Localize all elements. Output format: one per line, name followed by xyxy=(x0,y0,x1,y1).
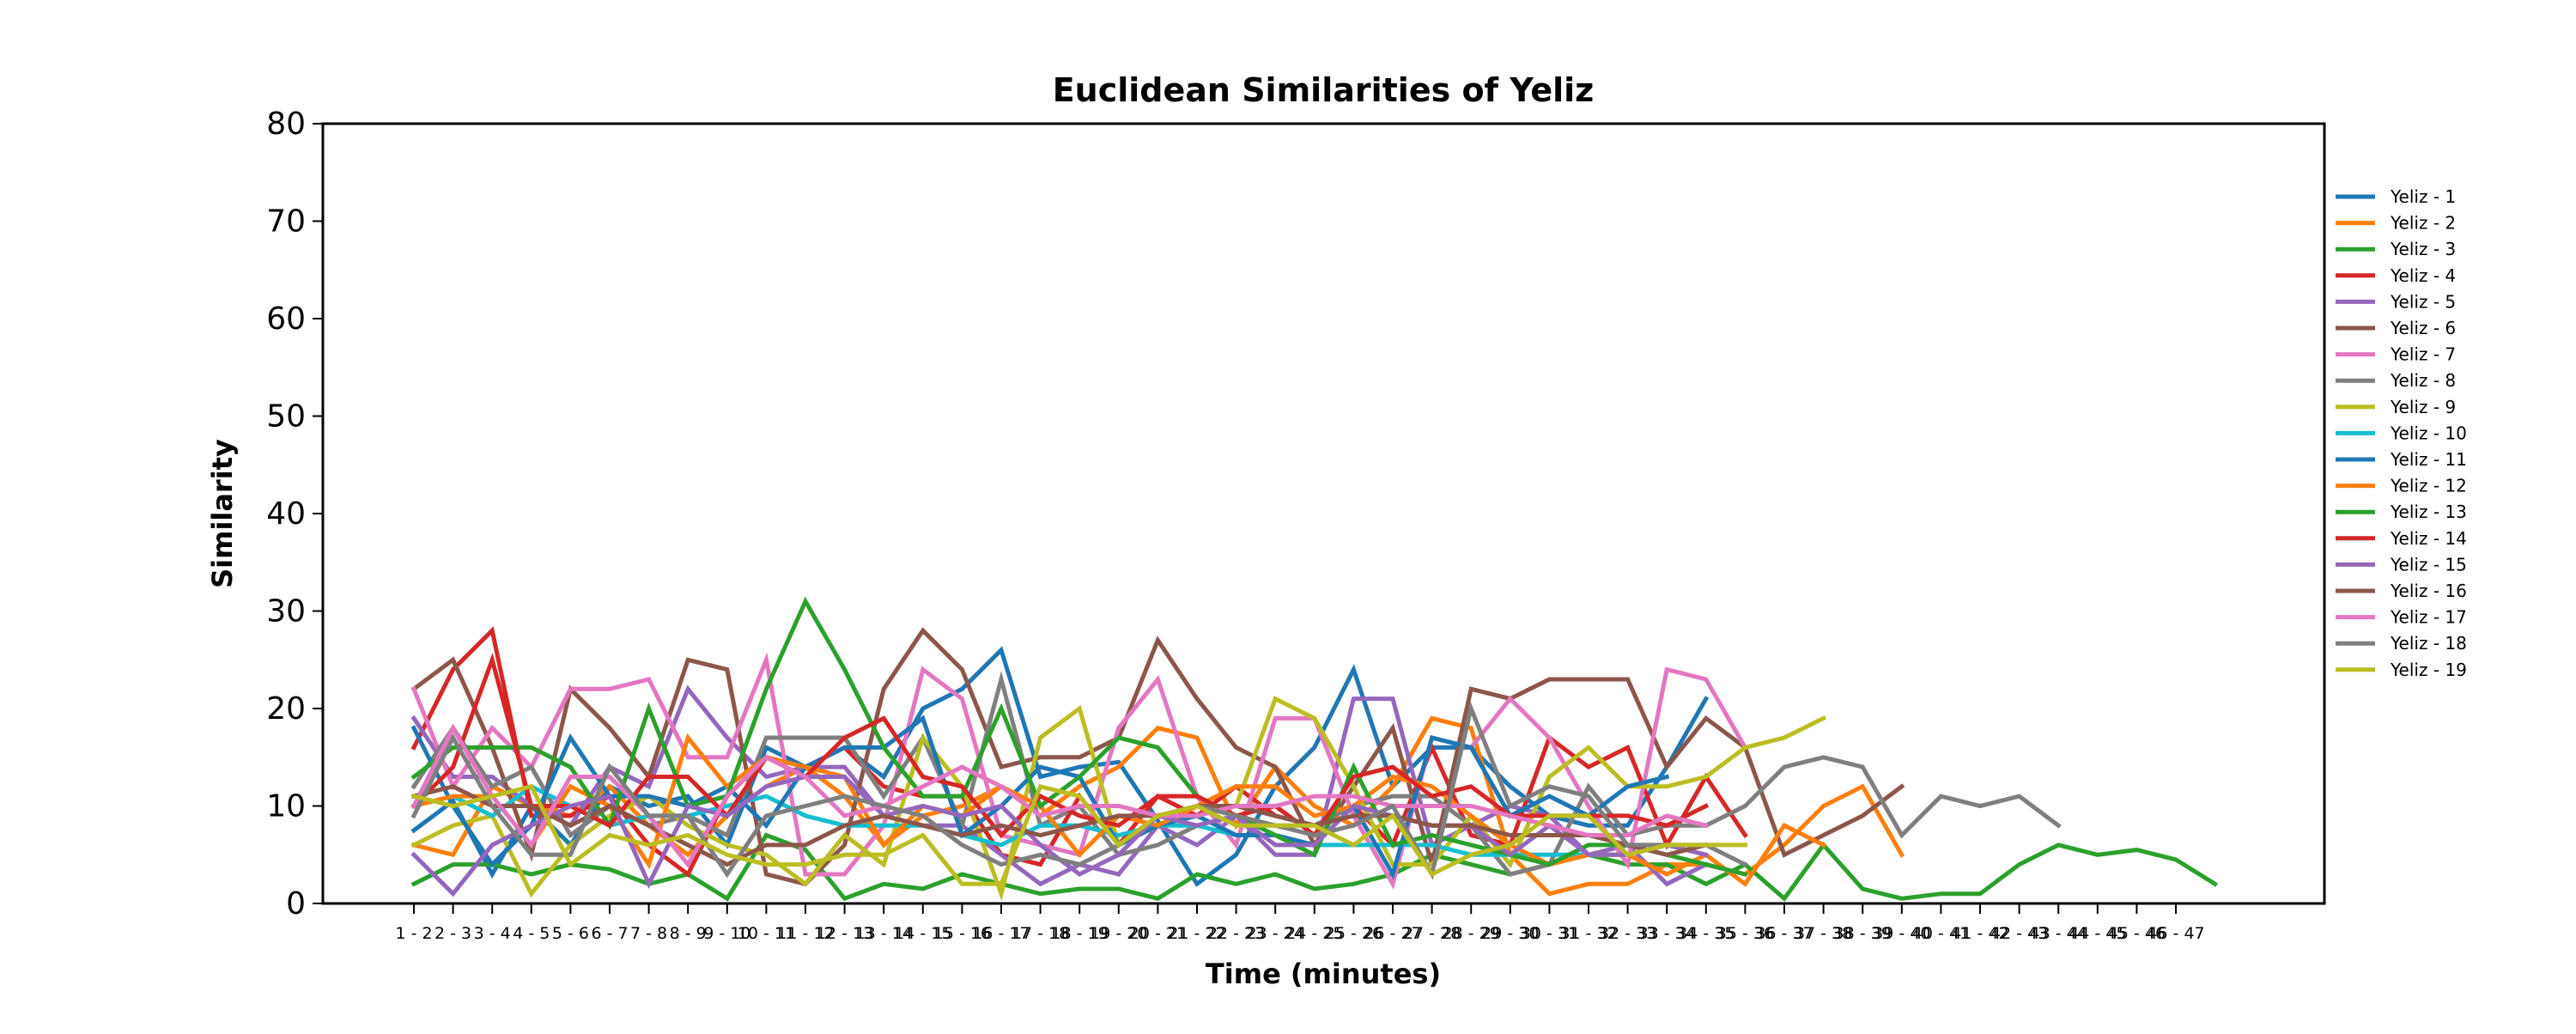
legend-label: Yeliz - 7 xyxy=(2390,344,2456,365)
legend-label: Yeliz - 4 xyxy=(2390,265,2456,286)
x-tick-label: 25 - 26 xyxy=(1325,924,1382,943)
x-tick-label: 43 - 44 xyxy=(2030,924,2087,943)
legend-label: Yeliz - 10 xyxy=(2390,423,2467,443)
legend-label: Yeliz - 11 xyxy=(2390,449,2467,470)
legend-label: Yeliz - 18 xyxy=(2390,633,2467,654)
x-tick-label: 9 - 10 xyxy=(703,924,750,943)
legend-label: Yeliz - 13 xyxy=(2390,502,2467,522)
x-tick-label: 1 - 2 xyxy=(395,924,432,943)
x-tick-label: 35 - 36 xyxy=(1716,924,1774,943)
series-line-3 xyxy=(410,832,2219,902)
x-tick-label: 46 - 47 xyxy=(2147,924,2204,943)
x-tick-label: 45 - 46 xyxy=(2108,924,2166,943)
x-tick-label: 17 - 18 xyxy=(1012,924,1069,943)
x-tick-label: 2 - 3 xyxy=(434,924,471,943)
x-tick-label: 39 - 40 xyxy=(1873,924,1930,943)
x-tick-label: 12 - 13 xyxy=(816,924,873,943)
series-line-19 xyxy=(410,783,1747,886)
x-tick-label: 37 - 38 xyxy=(1795,924,1852,943)
legend-label: Yeliz - 16 xyxy=(2390,581,2467,601)
x-tick-label: 30 - 31 xyxy=(1521,924,1578,943)
y-tick-label: 30 xyxy=(266,594,306,630)
x-tick-label: 11 - 12 xyxy=(776,924,834,943)
y-tick-label: 50 xyxy=(266,399,306,435)
legend-label: Yeliz - 15 xyxy=(2390,554,2467,575)
x-tick-label: 31 - 32 xyxy=(1559,924,1617,943)
x-tick-label: 28 - 29 xyxy=(1443,924,1500,943)
x-tick-label: 18 - 19 xyxy=(1051,924,1109,943)
x-tick-label: 23 - 24 xyxy=(1247,924,1304,943)
x-tick-label: 13 - 14 xyxy=(855,924,913,943)
x-tick-label: 19 - 20 xyxy=(1090,924,1147,943)
chart-title: Euclidean Similarities of Yeliz xyxy=(1053,71,1595,109)
x-tick-label: 16 - 17 xyxy=(972,924,1030,943)
x-tick-label: 27 - 28 xyxy=(1403,924,1461,943)
legend-label: Yeliz - 19 xyxy=(2390,660,2467,680)
x-tick-label: 4 - 5 xyxy=(513,924,550,943)
legend-label: Yeliz - 5 xyxy=(2390,291,2456,312)
x-tick-label: 22 - 23 xyxy=(1207,924,1265,943)
x-tick-label: 44 - 45 xyxy=(2069,924,2126,943)
x-tick-label: 34 - 35 xyxy=(1677,924,1735,943)
x-tick-label: 40 - 41 xyxy=(1912,924,1970,943)
y-tick-label: 10 xyxy=(266,789,306,824)
series-line-11 xyxy=(410,715,1670,880)
x-tick-label: 6 - 7 xyxy=(591,924,628,943)
legend-label: Yeliz - 14 xyxy=(2390,528,2467,549)
x-tick-label: 29 - 30 xyxy=(1481,924,1539,943)
x-tick-label: 32 - 33 xyxy=(1599,924,1656,943)
x-tick-label: 26 - 27 xyxy=(1364,924,1421,943)
x-tick-label: 24 - 25 xyxy=(1285,924,1343,943)
x-tick-label: 10 - 11 xyxy=(738,924,795,943)
y-tick-label: 80 xyxy=(266,106,306,142)
legend-label: Yeliz - 6 xyxy=(2390,318,2456,338)
series-line-13 xyxy=(410,596,1748,878)
series-line-5 xyxy=(410,684,1710,887)
x-axis-label: Time (minutes) xyxy=(1206,958,1441,990)
x-tick-label: 20 - 21 xyxy=(1129,924,1187,943)
x-tick-label: 38 - 39 xyxy=(1834,924,1892,943)
legend: Yeliz - 1 Yeliz - 2 Yeliz - 3 Yeliz - 4 Yeli… xyxy=(2336,186,2467,680)
y-tick-label: 0 xyxy=(286,886,306,921)
y-tick-label: 70 xyxy=(266,204,306,240)
x-tick-label: 5 - 6 xyxy=(552,924,589,943)
x-tick-label: 41 - 42 xyxy=(1951,924,2008,943)
series-layer xyxy=(410,596,2219,902)
legend-label: Yeliz - 2 xyxy=(2390,213,2456,234)
series-line-17 xyxy=(410,723,1709,869)
legend-label: Yeliz - 3 xyxy=(2390,239,2456,259)
x-tick-label: 33 - 34 xyxy=(1638,924,1696,943)
y-tick-label: 20 xyxy=(266,691,306,727)
x-tick-label: 42 - 43 xyxy=(1990,924,2048,943)
x-tick-label: 15 - 16 xyxy=(933,924,991,943)
legend-label: Yeliz - 1 xyxy=(2390,186,2456,207)
y-tick-label: 60 xyxy=(266,301,306,337)
x-tick-label: 7 - 8 xyxy=(630,924,667,943)
legend-label: Yeliz - 12 xyxy=(2390,476,2467,496)
x-tick-label: 36 - 37 xyxy=(1755,924,1813,943)
legend-label: Yeliz - 9 xyxy=(2390,397,2456,417)
x-tick-label: 21 - 22 xyxy=(1168,924,1225,943)
x-tick-label: 8 - 9 xyxy=(670,924,707,943)
y-tick-label: 40 xyxy=(266,496,306,532)
series-line-18 xyxy=(410,701,1748,880)
legend-label: Yeliz - 8 xyxy=(2390,370,2456,391)
series-line-16 xyxy=(410,784,1709,867)
x-tick-label: 14 - 15 xyxy=(894,924,951,943)
x-tick-label: 3 - 4 xyxy=(474,924,511,943)
series-line-14 xyxy=(410,653,1710,839)
y-axis-label: Similarity xyxy=(206,439,239,588)
legend-label: Yeliz - 17 xyxy=(2390,607,2467,628)
y-axis: 0 10 20 30 40 50 60 70 80 xyxy=(266,106,323,921)
